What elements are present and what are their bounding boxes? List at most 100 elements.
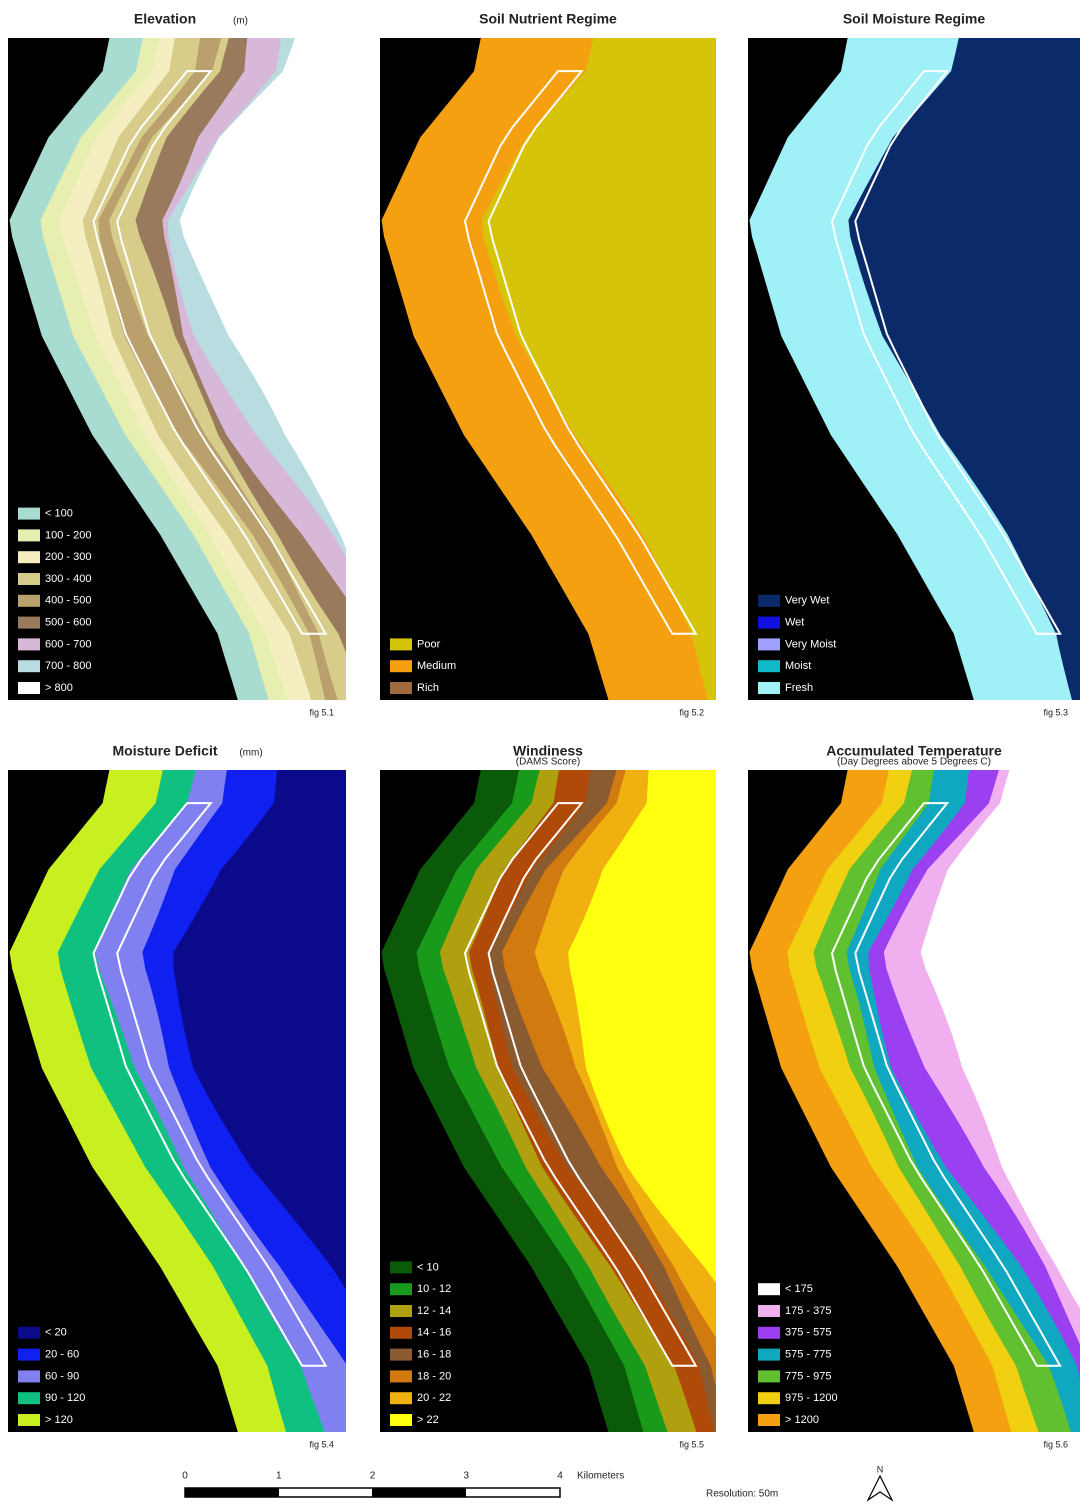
scale-tick-label: 4 — [557, 1471, 563, 1482]
map-panel: Soil Nutrient Regime Poor Medium Rich fig 5.… — [380, 11, 721, 718]
legend-swatch — [18, 1370, 40, 1382]
legend-swatch — [18, 617, 40, 629]
legend-swatch — [758, 682, 780, 694]
legend-swatch — [18, 1414, 40, 1426]
legend-swatch — [18, 1327, 40, 1339]
legend-swatch — [18, 660, 40, 672]
scale-unit: Kilometers — [577, 1471, 624, 1482]
legend-label: < 175 — [785, 1283, 813, 1295]
legend-swatch — [390, 1305, 412, 1317]
legend-label: Poor — [417, 638, 441, 650]
legend-swatch — [18, 682, 40, 694]
legend-label: Wet — [785, 617, 804, 629]
scale-tick-label: 0 — [182, 1471, 188, 1482]
legend-swatch — [758, 617, 780, 629]
legend-swatch — [390, 660, 412, 672]
fig-label: fig 5.4 — [309, 1439, 334, 1449]
legend-label: < 100 — [45, 508, 73, 520]
legend-swatch — [18, 1349, 40, 1361]
panel-subtitle: (DAMS Score) — [516, 757, 580, 768]
resolution: Resolution: 50m — [706, 1489, 778, 1500]
legend-swatch — [758, 1349, 780, 1361]
legend-label: 175 - 375 — [785, 1305, 831, 1317]
legend-swatch — [390, 1414, 412, 1426]
legend-swatch — [390, 1327, 412, 1339]
legend-label: 10 - 12 — [417, 1283, 451, 1295]
legend-label: Medium — [417, 660, 456, 672]
scale-bar — [185, 1488, 560, 1497]
legend-label: 375 - 575 — [785, 1327, 831, 1339]
legend-label: 300 - 400 — [45, 573, 91, 585]
scale-tick-label: 2 — [370, 1471, 376, 1482]
legend-swatch — [758, 1327, 780, 1339]
legend-label: > 1200 — [785, 1414, 819, 1426]
legend-label: > 22 — [417, 1414, 439, 1426]
map-panel: Elevation (m) < 100 100 - 200 200 - 300 300 -… — [8, 11, 410, 718]
north-label: N — [877, 1464, 884, 1474]
legend-label: Moist — [785, 660, 811, 672]
legend-swatch — [390, 1261, 412, 1273]
legend-label: < 10 — [417, 1261, 439, 1273]
legend-label: > 800 — [45, 682, 73, 694]
legend-label: Rich — [417, 682, 439, 694]
legend-swatch — [18, 1392, 40, 1404]
fig-label: fig 5.3 — [1043, 707, 1068, 717]
legend-swatch — [758, 660, 780, 672]
legend-swatch — [390, 682, 412, 694]
legend-swatch — [758, 1283, 780, 1295]
legend-swatch — [390, 638, 412, 650]
legend-label: 200 - 300 — [45, 551, 91, 563]
map-sheet: Elevation(m)< 100100 - 200200 - 300300 -… — [0, 0, 1080, 1504]
legend-label: 500 - 600 — [45, 617, 91, 629]
panel-title: Moisture Deficit — [112, 743, 217, 759]
legend-swatch — [758, 638, 780, 650]
legend-swatch — [758, 1392, 780, 1404]
legend-label: Fresh — [785, 682, 813, 694]
legend-label: > 120 — [45, 1414, 73, 1426]
panel-unit: (m) — [233, 16, 248, 27]
scale-tick-label: 3 — [463, 1471, 469, 1482]
legend-label: 16 - 18 — [417, 1349, 451, 1361]
legend-swatch — [390, 1392, 412, 1404]
north-arrow — [868, 1476, 892, 1500]
panel-title: Elevation — [134, 11, 196, 27]
legend-swatch — [18, 595, 40, 607]
legend-label: 775 - 975 — [785, 1370, 831, 1382]
map-panel: Moisture Deficit(mm)< 2020 - 6060 - 9090… — [8, 743, 399, 1450]
legend-swatch — [758, 1305, 780, 1317]
legend-label: 90 - 120 — [45, 1392, 85, 1404]
legend-label: Very Wet — [785, 595, 829, 607]
legend-label: 20 - 60 — [45, 1349, 79, 1361]
fig-label: fig 5.5 — [679, 1439, 704, 1449]
map — [380, 38, 721, 700]
legend-swatch — [18, 573, 40, 585]
legend-label: 600 - 700 — [45, 638, 91, 650]
legend-label: 700 - 800 — [45, 660, 91, 672]
legend-label: 14 - 16 — [417, 1327, 451, 1339]
legend-label: 100 - 200 — [45, 529, 91, 541]
legend-swatch — [390, 1283, 412, 1295]
panel-unit: (mm) — [239, 748, 262, 759]
legend-label: 400 - 500 — [45, 595, 91, 607]
panel-subtitle: (Day Degrees above 5 Degrees C) — [837, 757, 991, 768]
legend-label: 975 - 1200 — [785, 1392, 838, 1404]
legend-swatch — [758, 595, 780, 607]
legend-swatch — [390, 1370, 412, 1382]
legend-label: < 20 — [45, 1327, 67, 1339]
panel-title: Soil Nutrient Regime — [479, 11, 617, 27]
fig-label: fig 5.6 — [1043, 1439, 1068, 1449]
legend-label: 20 - 22 — [417, 1392, 451, 1404]
legend-swatch — [390, 1349, 412, 1361]
fig-label: fig 5.2 — [679, 707, 704, 717]
legend-swatch — [758, 1414, 780, 1426]
legend-label: 12 - 14 — [417, 1305, 451, 1317]
legend-swatch — [18, 551, 40, 563]
map-panel: Accumulated Temperature(Day Degrees abov… — [748, 743, 1080, 1450]
legend-swatch — [18, 529, 40, 541]
fig-label: fig 5.1 — [309, 707, 334, 717]
legend-label: Very Moist — [785, 638, 836, 650]
legend-swatch — [758, 1370, 780, 1382]
legend-swatch — [18, 638, 40, 650]
